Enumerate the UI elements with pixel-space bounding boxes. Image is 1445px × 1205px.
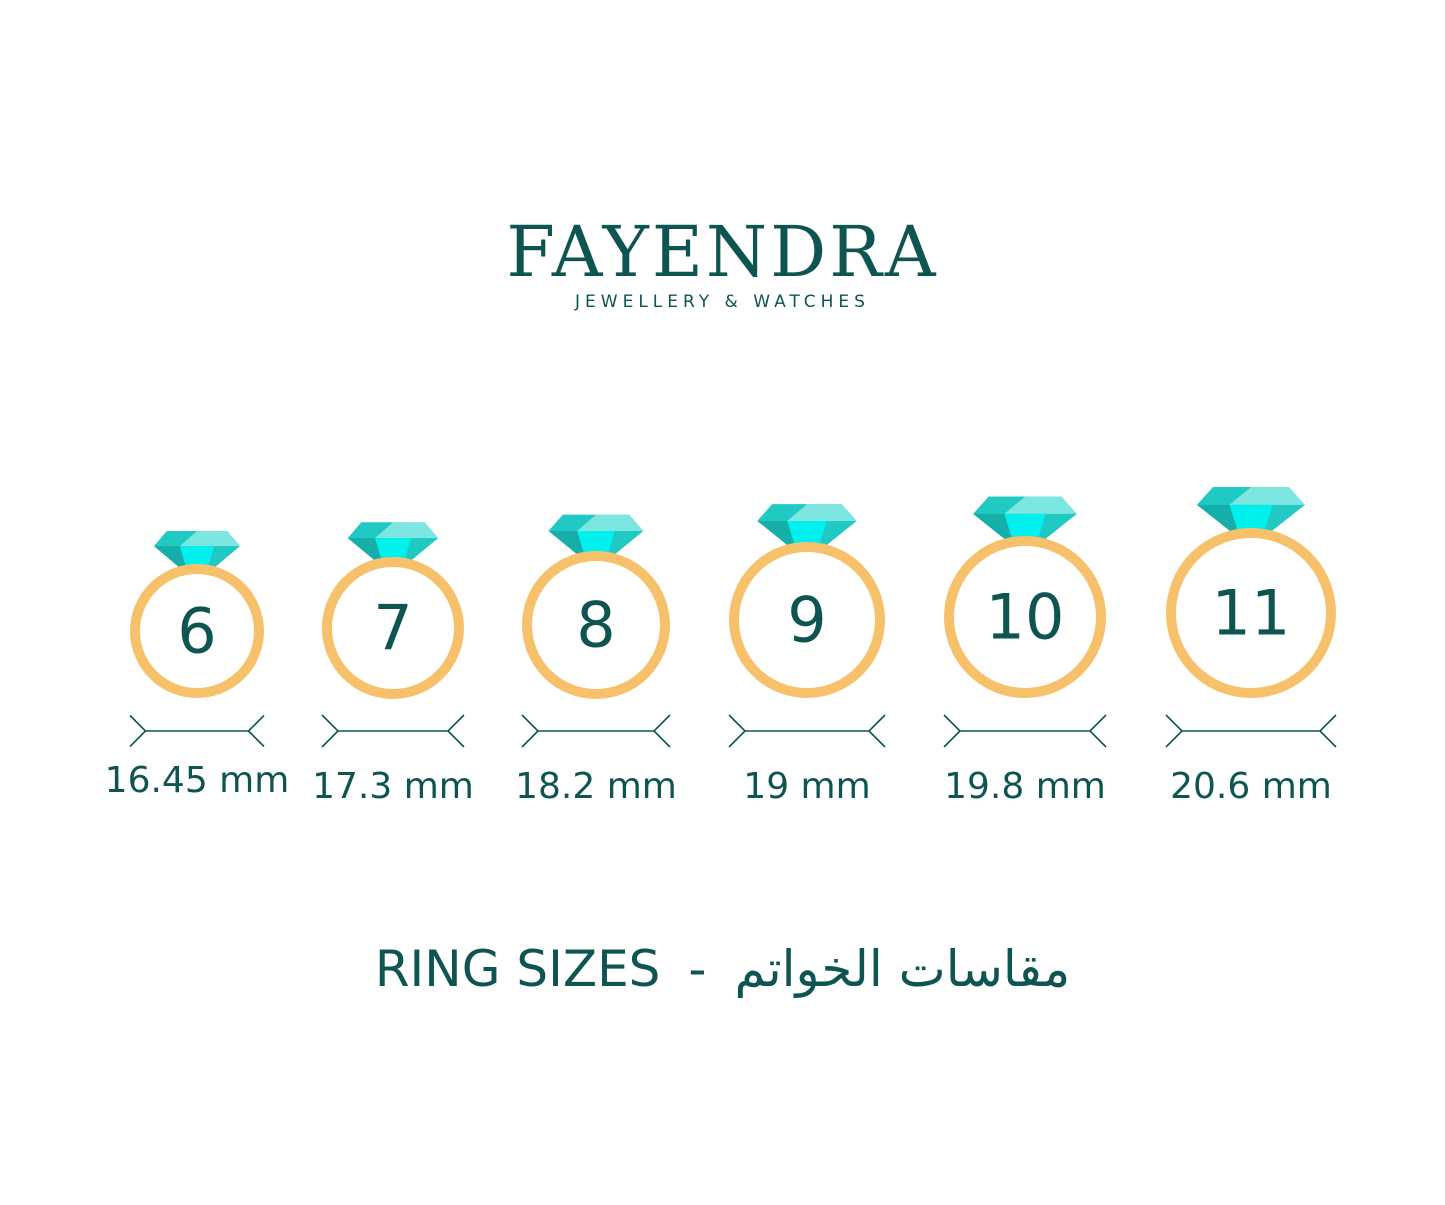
gem-facet xyxy=(1229,487,1273,505)
gem-facet xyxy=(347,522,393,539)
title-arabic: مقاسات الخواتم xyxy=(734,940,1071,998)
dimension-arrow-left xyxy=(1165,714,1184,748)
ring-diameter-label: 20.6 mm xyxy=(1170,766,1332,807)
gem-facet xyxy=(548,531,587,562)
ring-diameter-label: 17.3 mm xyxy=(312,766,474,807)
gem-facet xyxy=(1197,487,1251,505)
ring-diameter-label: 16.45 mm xyxy=(104,760,290,801)
dimension-arrow-right xyxy=(1088,714,1107,748)
gem-facet xyxy=(197,531,240,547)
dimension-arrow-right xyxy=(652,714,671,748)
ring-size-number: 10 xyxy=(985,580,1065,654)
title-english: RING SIZES xyxy=(374,940,661,998)
gem-facet xyxy=(973,496,1025,514)
gem-facet xyxy=(1251,487,1305,505)
ring-size-number: 6 xyxy=(177,594,217,668)
gem-facet xyxy=(757,504,807,521)
dimension-arrow-left xyxy=(129,714,147,748)
ring-icon xyxy=(944,536,1106,698)
ring-size-number: 7 xyxy=(373,591,413,665)
page-title: RING SIZES - مقاسات الخواتم xyxy=(0,940,1445,998)
gem-facet xyxy=(1197,504,1241,539)
dimension-arrow-right xyxy=(446,714,465,748)
gem-facet xyxy=(577,514,615,532)
ring-size-number: 8 xyxy=(576,588,616,662)
ring-icon xyxy=(1166,528,1336,698)
gem-facet xyxy=(1004,496,1046,514)
dimension-arrow-left xyxy=(321,714,340,748)
dimension-arrow-left xyxy=(521,714,540,748)
ring-icon xyxy=(729,542,885,698)
title-separator: - xyxy=(688,940,707,998)
brand-logo: FAYENDRA xyxy=(506,211,939,293)
ring-diameter-label: 19 mm xyxy=(743,766,871,807)
gem-facet xyxy=(596,514,644,532)
ring-size-number: 9 xyxy=(787,583,827,657)
gem-facet xyxy=(374,522,412,539)
ring-size-number: 11 xyxy=(1211,576,1291,650)
gem-facet xyxy=(393,522,439,539)
gem-facet xyxy=(154,531,197,547)
gem-facet xyxy=(1025,496,1077,514)
ring-diameter-label: 19.8 mm xyxy=(944,766,1106,807)
dimension-arrow-right xyxy=(1318,714,1337,748)
ring-icon xyxy=(522,551,670,699)
ring-icon xyxy=(130,564,264,698)
dimension-arrow-left xyxy=(728,714,747,748)
dimension-arrow-right xyxy=(867,714,886,748)
gem-facet xyxy=(787,504,827,521)
gem-facet xyxy=(548,514,596,532)
gem-facet xyxy=(973,513,1015,547)
gem-facet xyxy=(807,504,857,521)
brand-tagline: JEWELLERY & WATCHES xyxy=(575,292,870,312)
ring-diameter-label: 18.2 mm xyxy=(515,766,677,807)
dimension-arrow-right xyxy=(247,714,265,748)
dimension-arrow-left xyxy=(943,714,962,748)
ring-icon xyxy=(322,557,464,699)
gem-facet xyxy=(179,531,215,547)
